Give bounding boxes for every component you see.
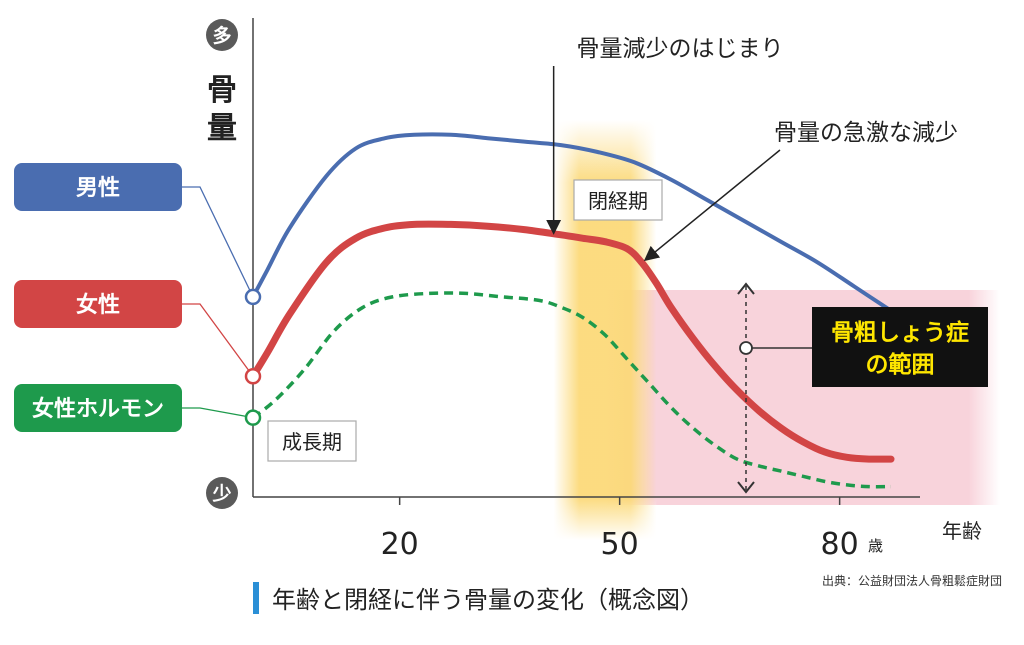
x-axis-label: 年齢 (942, 519, 982, 543)
x-tick-label-80: 80 (821, 527, 859, 562)
chart-caption: 年齢と閉経に伴う骨量の変化（概念図） (272, 586, 704, 614)
x-axis-unit: 歳 (868, 537, 883, 555)
y-low-label: 少 (211, 483, 231, 505)
rapid-decrease-label: 骨量の急激な減少 (774, 120, 958, 146)
decrease-start-label: 骨量減少のはじまり (577, 36, 784, 62)
y-high-badge (206, 19, 238, 51)
series-line-female-hormone (251, 291, 892, 489)
y-low-badge (206, 477, 238, 509)
legend-label-2: 女性ホルモン (32, 396, 164, 422)
series-line-male (251, 132, 893, 313)
legend-label-0: 男性 (76, 176, 120, 201)
x-ticks: 20 50 80 (381, 497, 859, 562)
rapid-decrease-arrow (643, 149, 781, 262)
growth-period-label: 成長期 (282, 430, 342, 454)
osteoporosis-label-line2: の範囲 (866, 351, 935, 378)
series-start-marker-0 (244, 288, 262, 306)
source-credit: 出典：公益財団法人骨粗鬆症財団 (822, 573, 1002, 588)
y-axis-label: 骨量 (207, 73, 237, 146)
osteoporosis-range-indicator: 骨粗しょう症 の範囲 (737, 282, 988, 494)
x-tick-label-50: 50 (601, 527, 639, 562)
legend-label-1: 女性 (76, 292, 120, 318)
menopause-label: 閉経期 (588, 189, 648, 213)
osteoporosis-label-line1: 骨粗しょう症 (831, 319, 969, 346)
y-high-label: 多 (212, 24, 231, 47)
menopause-annotation: 閉経期 (573, 179, 663, 221)
series-start-marker-2 (244, 409, 262, 426)
x-tick-label-20: 20 (381, 527, 419, 562)
series-start-marker-1 (244, 368, 262, 385)
series-line-female (249, 220, 895, 463)
caption-bar (253, 582, 259, 614)
legend-item-0: 男性 (14, 163, 262, 306)
legend-item-1: 女性 (14, 280, 262, 385)
legend-item-2: 女性ホルモン (14, 384, 262, 432)
growth-period-annotation: 成長期 (267, 420, 357, 462)
